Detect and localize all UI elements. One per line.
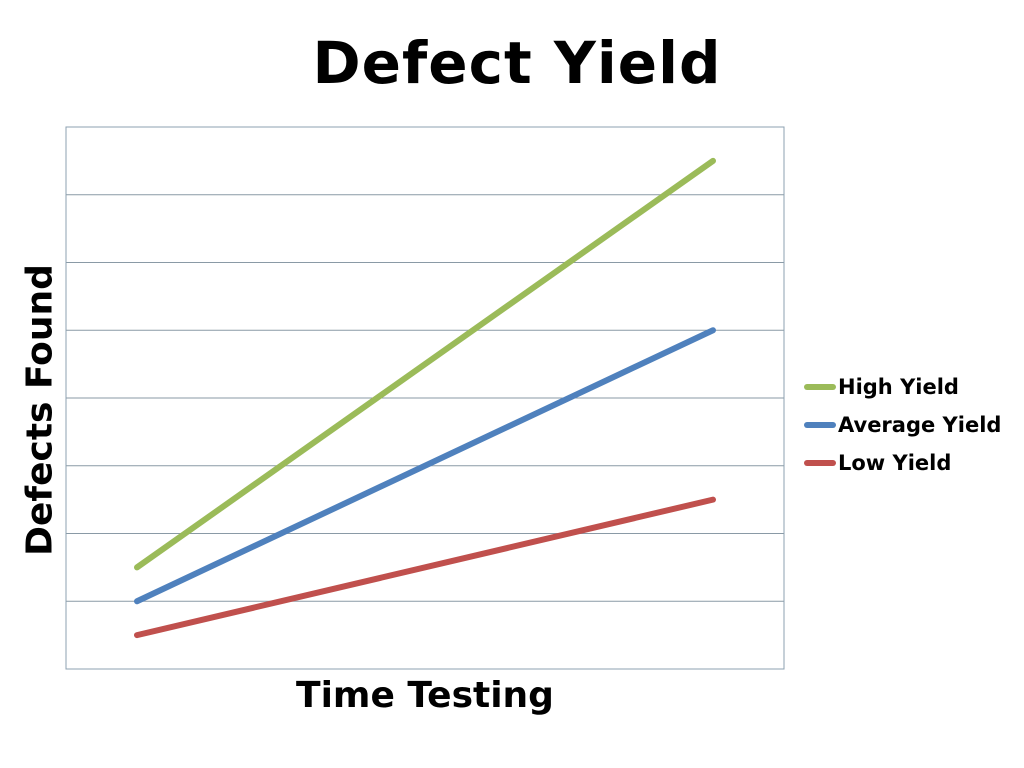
x-axis-label: Time Testing [296, 675, 554, 716]
series-line-low-yield [134, 496, 716, 639]
series-line-high-yield [134, 157, 716, 571]
legend-swatch-average-yield [804, 422, 836, 428]
legend-item-low-yield: Low Yield [804, 444, 1001, 482]
plot-frame [65, 126, 785, 670]
y-axis-label: Defects Found [19, 264, 61, 556]
legend-item-average-yield: Average Yield [804, 406, 1001, 444]
legend-label-high-yield: High Yield [838, 375, 959, 399]
legend-swatch-low-yield [804, 460, 836, 466]
legend-label-average-yield: Average Yield [838, 413, 1002, 437]
series-line-average-yield [134, 327, 716, 605]
legend-item-high-yield: High Yield [804, 368, 1001, 406]
chart-title: Defect Yield [312, 29, 722, 97]
legend-label-low-yield: Low Yield [838, 451, 952, 475]
legend-swatch-high-yield [804, 384, 836, 390]
legend: High Yield Average Yield Low Yield [804, 368, 1001, 482]
